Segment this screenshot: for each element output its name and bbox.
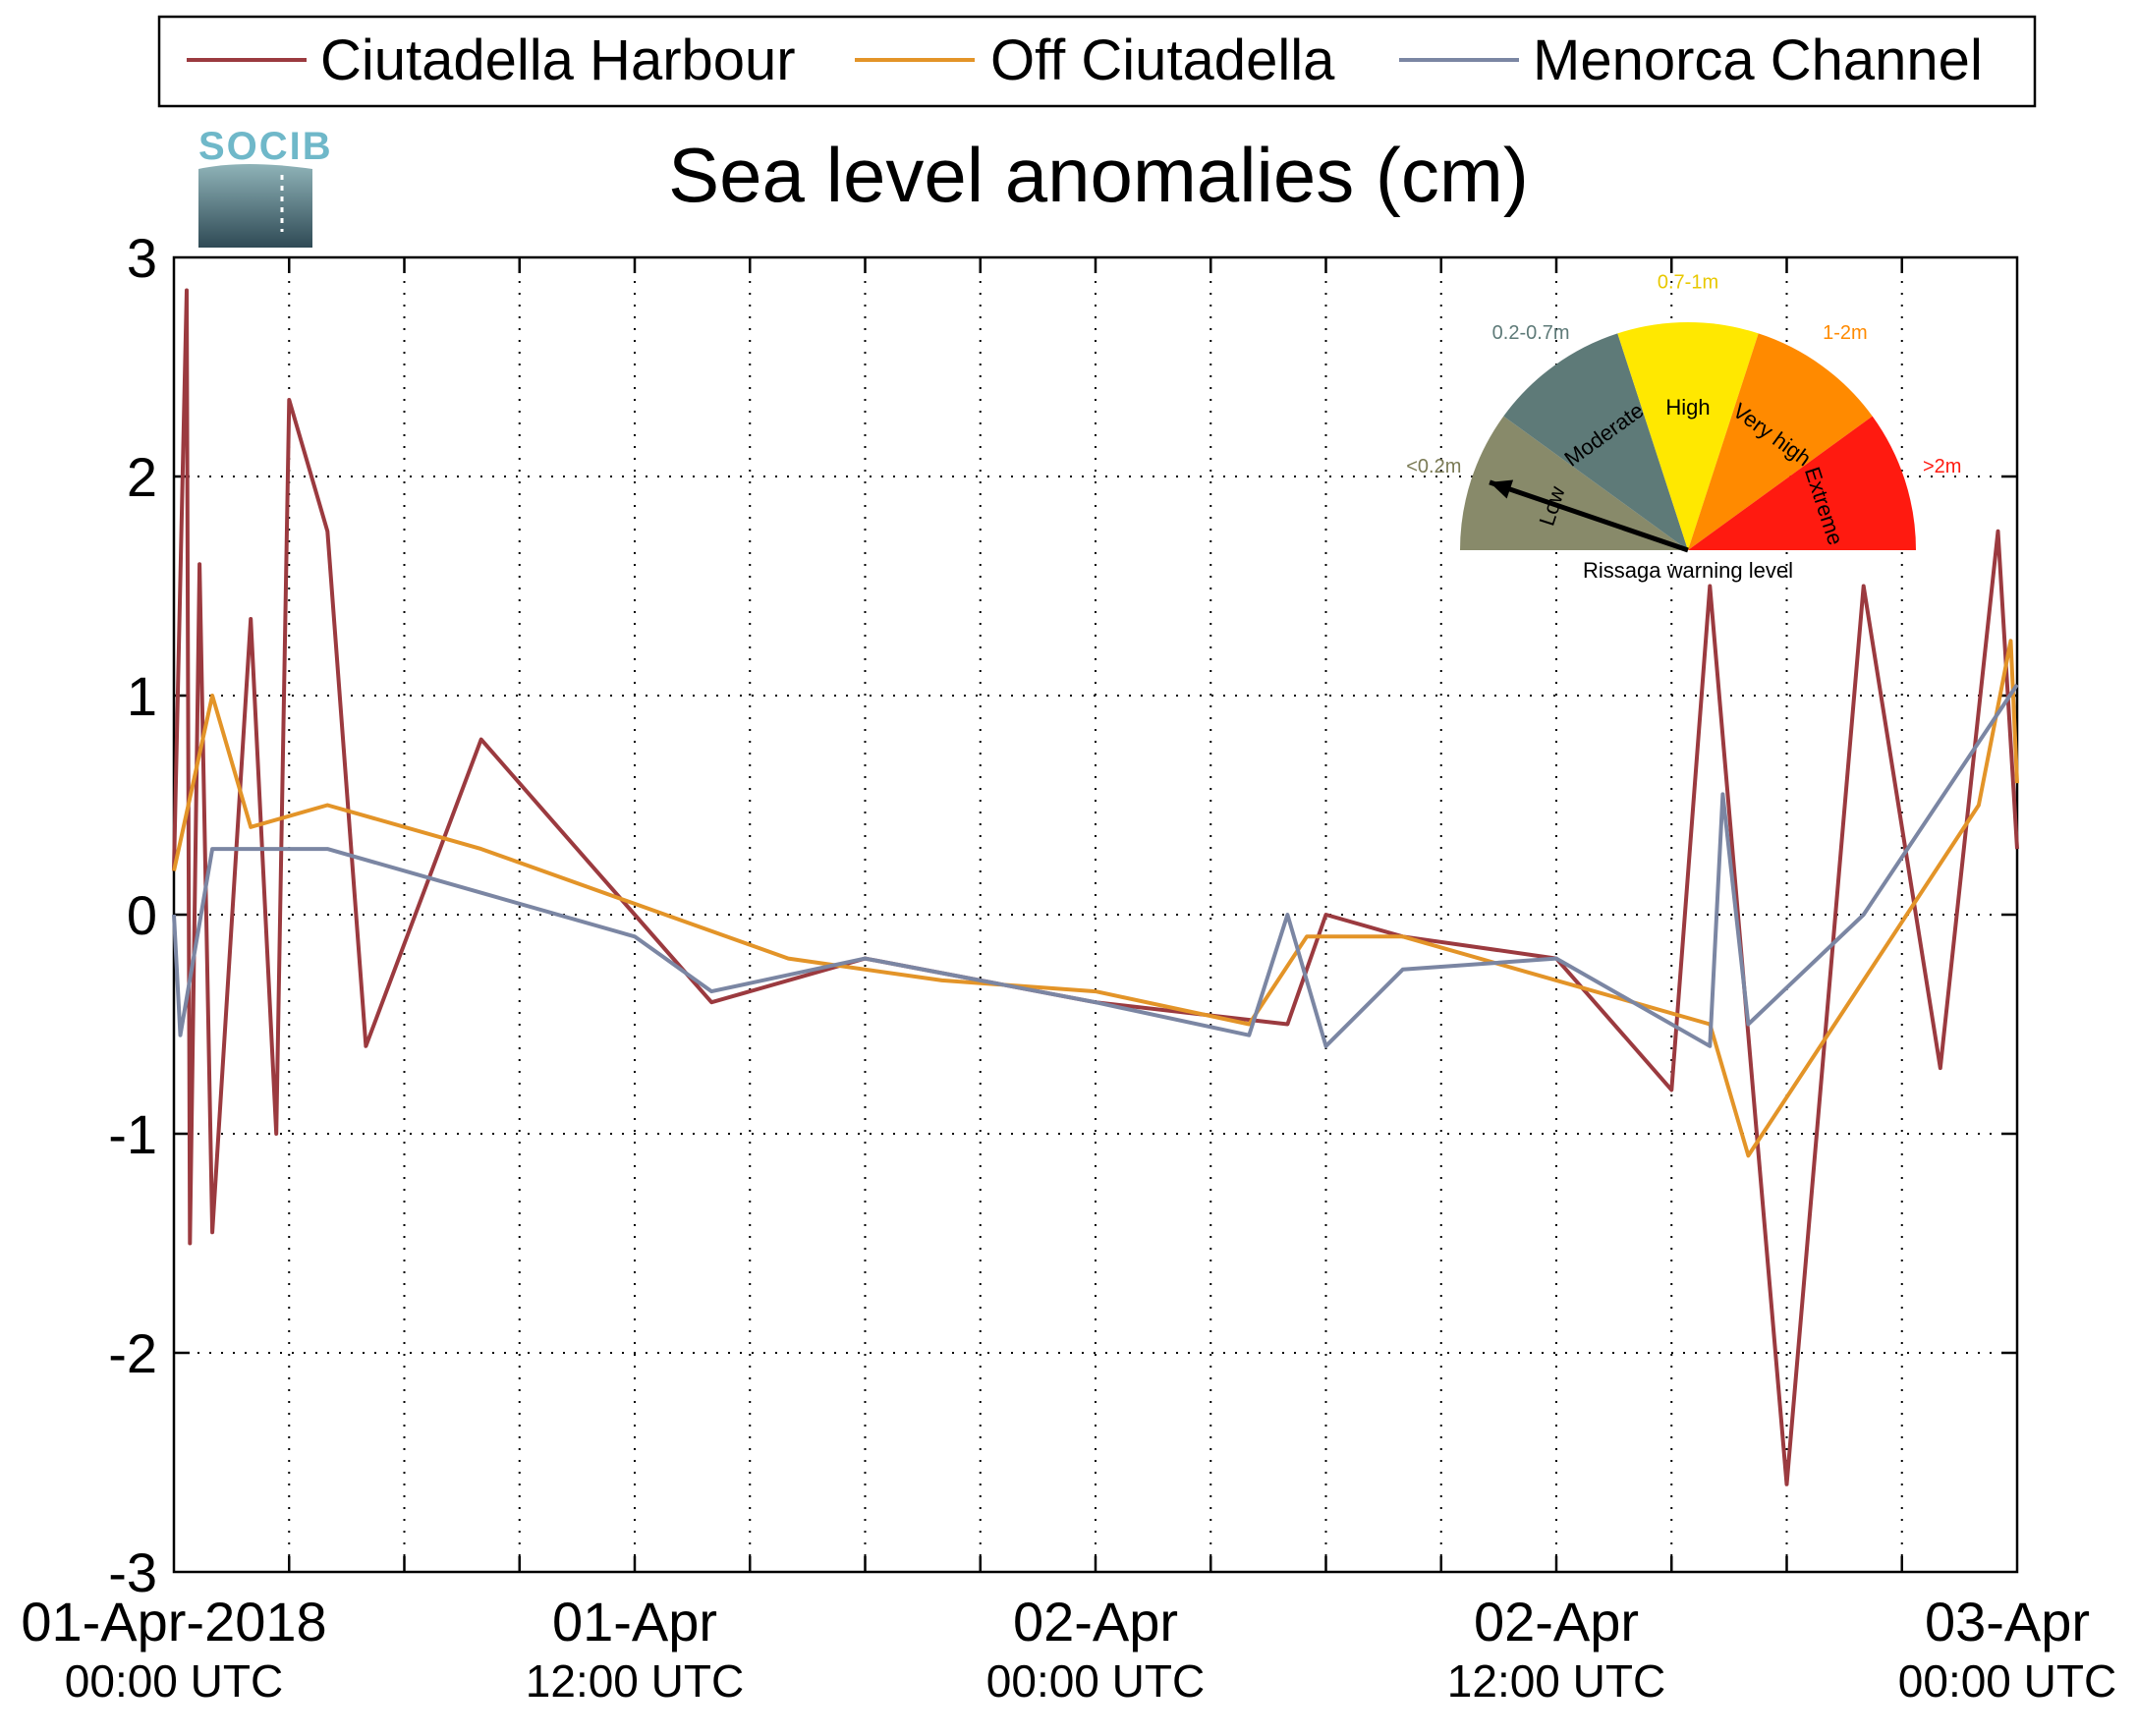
legend-label-menorca-channel: Menorca Channel [1533, 28, 1983, 92]
gauge-segment [1688, 416, 1916, 550]
y-tick-label: -3 [108, 1541, 157, 1603]
y-tick-label: -2 [108, 1322, 157, 1384]
gauge-range-label: 1-2m [1823, 322, 1868, 344]
legend: Ciutadella Harbour Off Ciutadella Menorc… [157, 15, 2037, 108]
series-line-menorca-channel [172, 683, 2019, 1048]
gauge-range-label: 0.2-0.7m [1492, 322, 1570, 344]
gauge-needle [1489, 479, 1689, 553]
y-tick-label: 2 [127, 446, 157, 508]
y-tick-label: 0 [127, 884, 157, 946]
gauge-segment [1617, 322, 1759, 550]
series-line-off-ciutadella [172, 639, 2019, 1158]
legend-label-ciutadella-harbour: Ciutadella Harbour [320, 28, 796, 92]
x-tick-label-date: 02-Apr [1013, 1591, 1178, 1652]
series-line-ciutadella-harbour [172, 288, 2019, 1486]
y-tick-label: -1 [108, 1103, 157, 1165]
grid [174, 257, 2017, 1572]
gauge-segment [1688, 333, 1873, 550]
legend-label-off-ciutadella: Off Ciutadella [990, 28, 1335, 92]
y-axis: 3 2 1 0 -1 -2 -3 [108, 227, 2017, 1603]
gauge-range-label: 0.7-1m [1658, 271, 1718, 293]
gauge-range-label: >2m [1923, 456, 1961, 477]
x-tick-label-time: 12:00 UTC [526, 1655, 744, 1707]
x-tick-label-time: 00:00 UTC [986, 1655, 1205, 1707]
gauge-segment [1459, 416, 1688, 550]
x-tick-label-date: 03-Apr [1925, 1591, 2090, 1652]
socib-logo-text: SOCIB [198, 125, 333, 168]
x-tick-label-date: 02-Apr [1474, 1591, 1639, 1652]
series-group [172, 288, 2019, 1486]
gauge-segment-label: High [1665, 395, 1710, 420]
x-tick-label-time: 00:00 UTC [65, 1655, 283, 1707]
gauge-title: Rissaga warning level [1583, 558, 1793, 583]
y-tick-label: 3 [127, 227, 157, 289]
socib-logo: SOCIB [198, 125, 333, 248]
x-tick-label-time: 12:00 UTC [1447, 1655, 1665, 1707]
x-tick-label-date: 01-Apr-2018 [21, 1591, 326, 1652]
gauge-needle-head [1490, 479, 1514, 499]
x-tick-label-date: 01-Apr [552, 1591, 717, 1652]
y-tick-label: 1 [127, 665, 157, 727]
gauge-range-label: <0.2m [1406, 456, 1461, 477]
gauge-segment [1503, 333, 1688, 550]
x-tick-label-time: 00:00 UTC [1898, 1655, 2116, 1707]
chart-title: Sea level anomalies (cm) [668, 132, 1529, 218]
